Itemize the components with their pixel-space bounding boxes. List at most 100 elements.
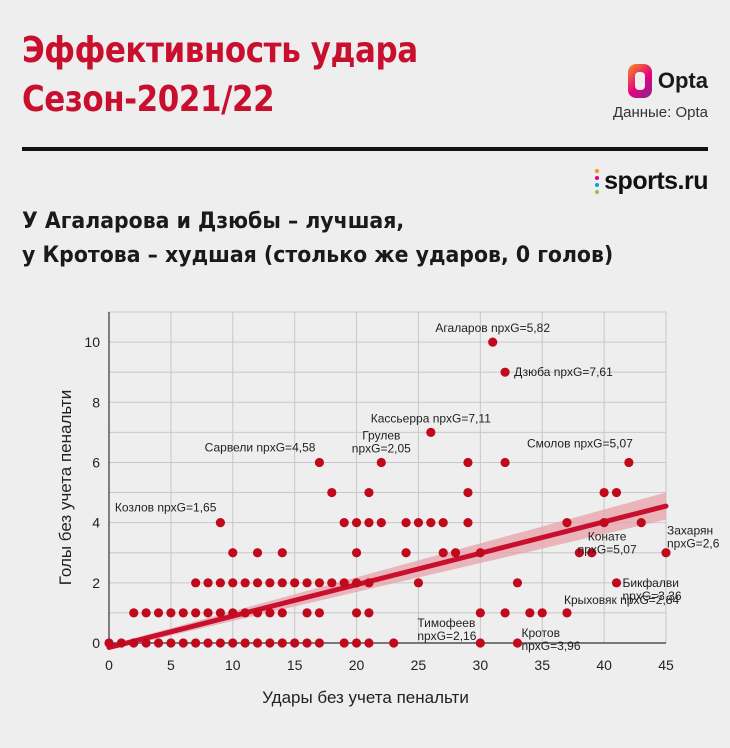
data-point <box>475 638 485 648</box>
point-annotation: Крыховяк npxG=2,84 <box>564 593 680 607</box>
data-point <box>401 548 411 558</box>
data-point <box>376 518 386 528</box>
x-tick-label: 0 <box>105 657 113 673</box>
point-annotation: Смолов npxG=5,07 <box>527 436 633 450</box>
data-point <box>450 548 461 558</box>
data-point <box>636 518 646 528</box>
data-point <box>141 608 151 618</box>
point-annotation: Кротов <box>521 626 559 640</box>
x-tick-label: 25 <box>411 657 427 673</box>
data-point <box>166 638 176 648</box>
data-point <box>587 548 597 558</box>
data-point <box>351 638 362 648</box>
subtitle-line-1: У Агаларова и Дзюбы – лучшая, <box>22 209 405 234</box>
data-point <box>129 608 139 618</box>
opta-logo: Opta <box>613 64 708 98</box>
data-point <box>426 427 436 437</box>
data-point <box>252 608 263 618</box>
data-point <box>599 487 609 498</box>
data-point <box>438 548 448 558</box>
data-point <box>104 638 114 648</box>
data-point <box>290 578 300 588</box>
data-point <box>191 578 201 588</box>
x-tick-label: 30 <box>473 657 489 673</box>
data-point <box>500 608 510 618</box>
data-point <box>364 638 374 648</box>
data-point <box>265 578 275 588</box>
data-point <box>166 608 176 618</box>
data-point <box>562 518 572 528</box>
data-point <box>153 638 164 648</box>
data-point <box>426 518 436 528</box>
y-tick-label: 0 <box>92 635 100 651</box>
data-point <box>327 487 337 498</box>
data-point <box>228 578 238 588</box>
x-tick-label: 40 <box>596 657 612 673</box>
point-annotation: Конате <box>588 530 627 544</box>
x-tick-label: 15 <box>287 657 303 673</box>
chart-subtitle: У Агаларова и Дзюбы – лучшая, у Кротова … <box>22 205 613 273</box>
data-point <box>203 608 213 618</box>
data-point <box>611 487 622 498</box>
data-point <box>364 608 374 618</box>
point-annotation: Дзюба npxG=7,61 <box>514 365 613 379</box>
chart-title: Эффективность удара Сезон-2021/22 <box>22 26 418 124</box>
point-annotation: npxG=2,6 <box>667 537 720 551</box>
data-point <box>191 608 201 618</box>
data-point <box>314 638 325 648</box>
header-divider <box>22 147 708 151</box>
data-point <box>364 518 374 528</box>
x-tick-label: 10 <box>225 657 241 673</box>
data-point <box>252 638 263 648</box>
data-point <box>302 608 312 618</box>
data-point <box>215 578 225 588</box>
data-point <box>153 608 164 618</box>
data-point <box>203 578 213 588</box>
data-point <box>116 638 126 648</box>
point-annotation: npxG=2,05 <box>352 441 411 455</box>
data-point <box>463 518 473 528</box>
data-point <box>252 578 263 588</box>
point-annotation: npxG=5,07 <box>578 543 637 557</box>
data-point <box>661 548 671 558</box>
y-axis-title: Голы без учета пенальти <box>56 390 75 585</box>
data-point <box>314 457 325 468</box>
point-annotation: Сарвели npxG=4,58 <box>205 440 316 454</box>
y-tick-label: 4 <box>92 515 100 531</box>
data-point <box>413 518 424 528</box>
data-point <box>265 638 275 648</box>
data-point <box>475 548 485 558</box>
data-point <box>314 578 325 588</box>
data-point <box>252 548 263 558</box>
data-point <box>389 638 399 648</box>
opta-credit: Opta Данные: Opta <box>613 64 708 121</box>
data-point <box>277 548 287 558</box>
data-point <box>364 578 374 588</box>
data-point <box>500 457 510 468</box>
data-point <box>290 638 300 648</box>
data-point <box>277 638 287 648</box>
data-point <box>512 638 523 648</box>
point-annotation: Кассьерра npxG=7,11 <box>371 411 491 425</box>
data-point <box>351 608 362 618</box>
point-annotation: npxG=2,16 <box>417 629 476 643</box>
point-annotation: Грулев <box>362 428 400 442</box>
data-point <box>339 518 349 528</box>
y-tick-label: 8 <box>92 394 100 410</box>
data-point <box>488 337 498 347</box>
data-point <box>215 608 225 618</box>
data-point <box>178 608 188 618</box>
x-tick-label: 35 <box>534 657 550 673</box>
data-point <box>141 638 151 648</box>
data-point <box>129 638 139 648</box>
data-point <box>624 457 634 468</box>
data-point <box>364 487 374 498</box>
data-point <box>562 608 572 618</box>
data-point <box>351 548 362 558</box>
point-annotation: Бикфалви <box>622 576 678 590</box>
data-point <box>277 578 287 588</box>
x-axis-title: Удары без учета пенальти <box>262 688 469 707</box>
trend-line <box>106 503 669 651</box>
title-line-1: Эффективность удара <box>22 30 418 71</box>
